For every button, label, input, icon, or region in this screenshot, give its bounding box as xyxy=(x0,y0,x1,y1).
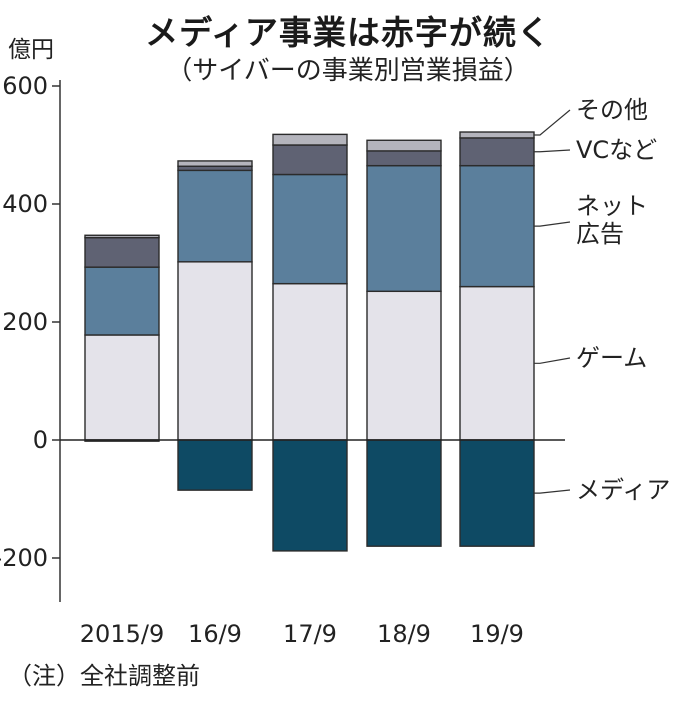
x-tick-label-2015-9: 2015/9 xyxy=(80,620,164,648)
x-tick-label-17-9: 17/9 xyxy=(283,620,337,648)
legend-label-2: ネット広告 xyxy=(576,192,648,248)
x-tick-label-16-9: 16/9 xyxy=(188,620,242,648)
bar-1-19-9[interactable] xyxy=(459,164,535,288)
legend-connector-2 xyxy=(534,221,571,227)
bar-2-18-9[interactable] xyxy=(366,150,442,167)
bar-negative-16-9[interactable] xyxy=(177,439,253,491)
y-tick-label-200: 200 xyxy=(2,308,48,336)
bar-1-18-9[interactable] xyxy=(366,164,442,293)
bar-0-2015-9[interactable] xyxy=(84,334,160,441)
legend-connector-1 xyxy=(534,149,571,153)
bar-1-16-9[interactable] xyxy=(177,169,253,263)
bar-0-18-9[interactable] xyxy=(366,290,442,441)
legend-label-line: 広告 xyxy=(576,220,624,248)
y-tick-label-600: 600 xyxy=(2,72,48,100)
y-tick-label--200: -200 xyxy=(0,544,48,572)
chart-title: メディア事業は赤字が続く xyxy=(145,13,551,52)
bar-3-16-9[interactable] xyxy=(177,160,253,167)
legend-label-3: ゲーム xyxy=(576,344,647,372)
legend-label-4: メディア xyxy=(576,476,670,504)
bar-0-16-9[interactable] xyxy=(177,261,253,441)
x-tick-label-19-9: 19/9 xyxy=(470,620,524,648)
chart-subtitle: （サイバーの事業別営業損益） xyxy=(166,56,530,86)
legend-label-0: その他 xyxy=(576,96,648,124)
bar-1-17-9[interactable] xyxy=(272,173,348,285)
bar-3-19-9[interactable] xyxy=(459,131,535,139)
y-axis-unit-label: 億円 xyxy=(8,37,54,63)
y-tick-label-0: 0 xyxy=(33,426,48,454)
bar-1-2015-9[interactable] xyxy=(84,266,160,336)
bar-3-17-9[interactable] xyxy=(272,133,348,146)
bar-negative-18-9[interactable] xyxy=(366,439,442,547)
legend-connector-4 xyxy=(534,489,571,494)
x-tick-label-18-9: 18/9 xyxy=(377,620,431,648)
bar-2-19-9[interactable] xyxy=(459,137,535,167)
bar-2-2015-9[interactable] xyxy=(84,236,160,268)
bar-3-2015-9[interactable] xyxy=(84,234,160,239)
legend-connector-0 xyxy=(534,109,571,136)
bar-2-17-9[interactable] xyxy=(272,144,348,176)
bar-3-18-9[interactable] xyxy=(366,139,442,152)
bar-0-17-9[interactable] xyxy=(272,282,348,441)
legend-label-1: VCなど xyxy=(576,136,657,164)
y-tick-label-400: 400 xyxy=(2,190,48,218)
chart-footnote: （注）全社調整前 xyxy=(8,662,200,690)
legend-label-line: ネット xyxy=(576,192,648,220)
bar-negative-19-9[interactable] xyxy=(459,439,535,547)
bar-0-19-9[interactable] xyxy=(459,285,535,441)
legend-connector-3 xyxy=(534,357,571,364)
bar-negative-17-9[interactable] xyxy=(272,439,348,552)
